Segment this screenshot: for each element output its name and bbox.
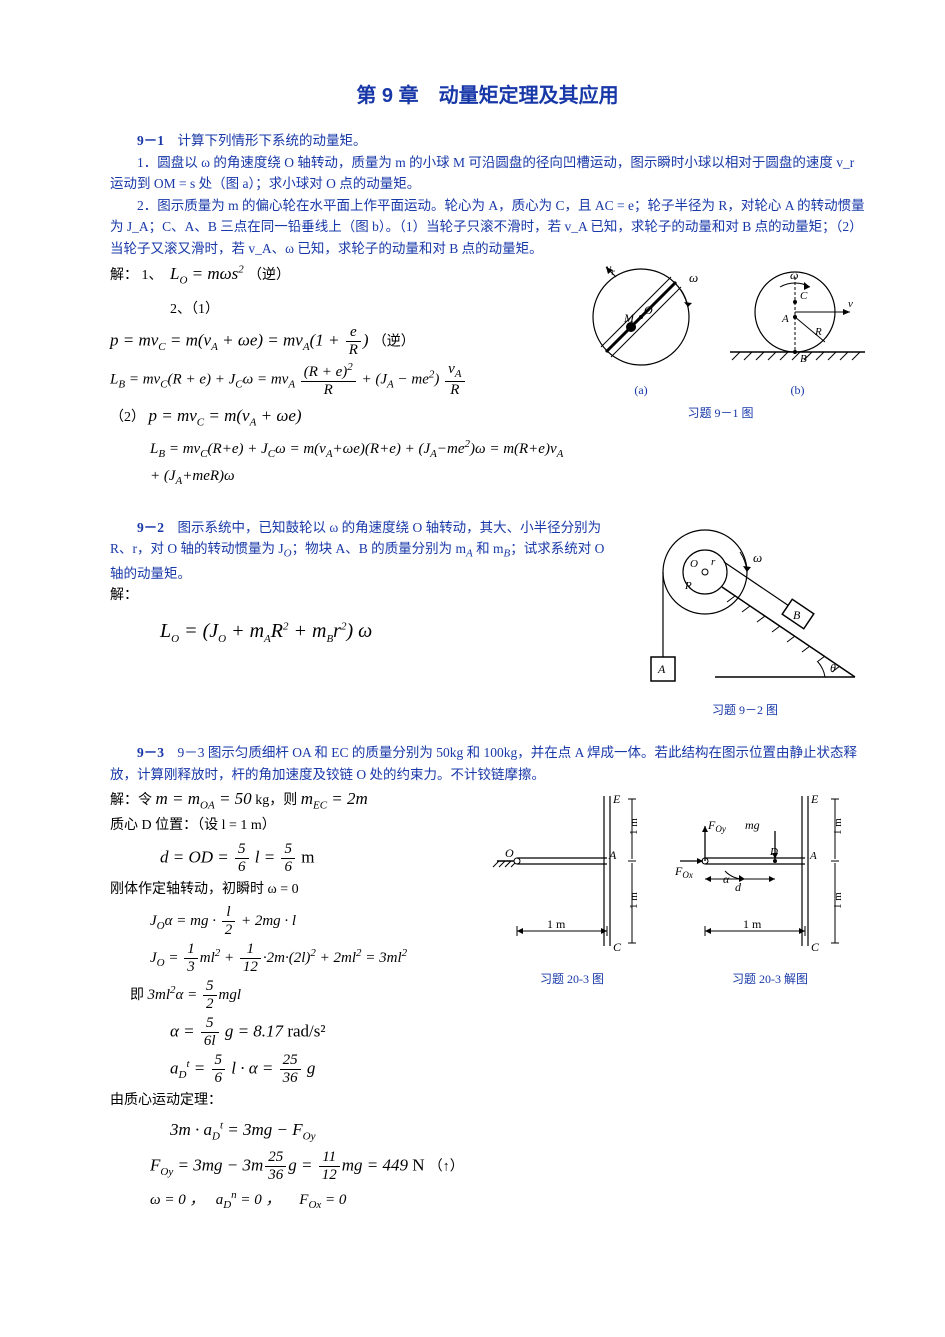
- fig-9-1-a-svg: M O vr ω: [576, 252, 706, 377]
- p9-1-head-rest: 计算下列情形下系统的动量矩。: [178, 133, 367, 148]
- p9-1-eq3: LB = mvC(R + e) + JCω = mvA (R + e)2R + …: [110, 362, 564, 398]
- svg-text:A: A: [781, 313, 789, 325]
- fig-9-3-left-svg: O A E C 1 m: [487, 791, 657, 966]
- p9-2-text-col: 9－2 图示系统中，已知鼓轮以 ω 的角速度绕 O 轴转动，其大、小半径分别为 …: [110, 517, 613, 653]
- svg-text:R: R: [684, 580, 692, 592]
- svg-text:FOx: FOx: [675, 864, 693, 880]
- fig-9-1-b-svg: C A R B ω v: [730, 257, 865, 377]
- p9-2-sol-label: 解：: [110, 585, 613, 607]
- p9-3-eq-j1: JOα = mg · l2 + 2mg · l: [150, 905, 475, 938]
- fig-9-1-b: C A R B ω v (b): [730, 257, 865, 400]
- p9-3-line5: 由质心运动定理：: [110, 1090, 475, 1112]
- fig-b-label: (b): [730, 381, 865, 400]
- p9-3-figs: O A E C 1 m: [487, 791, 865, 989]
- svg-text:r: r: [711, 556, 716, 568]
- p9-1-num: 9－1: [137, 133, 164, 148]
- p9-3-eq-c3: ω = 0 ， aDn = 0 ， FOx = 0: [150, 1187, 475, 1215]
- p9-3-line2: 质心 D 位置：（设 l = 1 m）: [110, 815, 475, 837]
- svg-text:A: A: [809, 850, 817, 862]
- svg-text:O: O: [690, 558, 698, 570]
- svg-text:ω: ω: [790, 268, 798, 282]
- p9-1-eq2: p = mvC = m(vA + ωe) = mvA(1 + eR) （逆）: [110, 325, 564, 358]
- p9-3-caption-l: 习题 20-3 图: [487, 970, 657, 989]
- p9-3-line1: 解：令 m = mOA = 50 kg，则 mEC = 2m: [110, 785, 475, 815]
- p9-3-eq-j2: JO = 13ml2 + 112·2m·(2l)2 + 2ml2 = 3ml2: [150, 942, 475, 975]
- svg-text:1 m: 1 m: [628, 892, 640, 909]
- fig-9-1-a: M O vr ω (a): [576, 252, 706, 400]
- svg-text:M: M: [623, 311, 635, 325]
- svg-text:E: E: [612, 792, 621, 806]
- fig-a-label: (a): [576, 381, 706, 400]
- svg-text:A: A: [608, 848, 617, 862]
- p9-1-figures: M O vr ω (a): [576, 252, 865, 423]
- svg-text:θ: θ: [830, 661, 836, 675]
- svg-text:D: D: [769, 846, 778, 858]
- svg-text:ω: ω: [689, 270, 698, 285]
- fig-9-3-right-svg: FOx FOy E C A D mg: [675, 791, 865, 966]
- p9-3-row: 解：令 m = mOA = 50 kg，则 mEC = 2m 质心 D 位置：（…: [110, 785, 865, 1219]
- svg-text:1 m: 1 m: [832, 818, 844, 835]
- p9-1-line1a: 1、: [142, 268, 163, 283]
- svg-text:C: C: [800, 290, 808, 302]
- svg-text:FOy: FOy: [707, 818, 726, 834]
- sol-label: 解：: [110, 268, 138, 283]
- p9-1-item2: 2．图示质量为 m 的偏心轮在水平面上作平面运动。轮心为 A，质心为 C，且 A…: [110, 195, 865, 260]
- p9-3-line3: 刚体作定轴转动，初瞬时 ω = 0: [110, 879, 475, 901]
- svg-text:A: A: [657, 662, 666, 676]
- chapter-title: 第 9 章 动量矩定理及其应用: [110, 80, 865, 112]
- svg-text:v: v: [848, 298, 853, 310]
- p9-1-item1: 1．圆盘以 ω 的角速度绕 O 轴转动，质量为 m 的小球 M 可沿圆盘的径向凹…: [110, 152, 865, 195]
- p9-3-eq-3ml: 即 3ml2α = 52mgl: [130, 979, 475, 1012]
- p9-3-caption-r: 习题 20-3 解图: [675, 970, 865, 989]
- p9-1-eq5: LB = mvC(R+e) + JCω = m(vA+ωe)(R+e) + (J…: [150, 436, 564, 490]
- p9-3-head: 9－3 9－3 图示匀质细杆 OA 和 EC 的质量分别为 50kg 和 100…: [110, 742, 865, 785]
- p9-3-eq-c1: 3m · aDt = 3mg − FOy: [170, 1116, 475, 1146]
- svg-text:B: B: [800, 353, 807, 365]
- p9-3-eq-c2: FOy = 3mg − 3m2536g = 1112mg = 449 N （↑）: [150, 1150, 475, 1183]
- p9-2-head: 9－2 图示系统中，已知鼓轮以 ω 的角速度绕 O 轴转动，其大、小半径分别为 …: [110, 517, 613, 585]
- p9-2-fig: O R r ω A B θ 习题 9－2: [625, 517, 865, 720]
- fig-9-3-left: O A E C 1 m: [487, 791, 657, 989]
- p9-3-eq-ad: aDt = 56 l · α = 2536 g: [170, 1053, 475, 1086]
- fig-9-2-svg: O R r ω A B θ: [625, 517, 865, 697]
- p9-3-eq-d: d = OD = 56 l = 56 m: [160, 842, 475, 875]
- problem-9-1-heading: 9－1 9－1 计算下列情形下系统的动量矩。计算下列情形下系统的动量矩。 1．圆…: [110, 130, 865, 260]
- p9-1-eq4: （2） p = mvC = m(vA + ωe): [110, 402, 564, 432]
- fig-9-3-right: FOx FOy E C A D mg: [675, 791, 865, 989]
- svg-text:1 m: 1 m: [628, 818, 640, 835]
- svg-text:ω: ω: [753, 550, 762, 565]
- svg-text:d: d: [735, 880, 742, 894]
- p9-2-caption: 习题 9－2 图: [625, 701, 865, 720]
- svg-text:O: O: [644, 303, 653, 317]
- svg-text:C: C: [613, 940, 622, 954]
- svg-text:O: O: [505, 846, 514, 860]
- p9-3-eq-alpha: α = 56l g = 8.17 rad/s²: [170, 1016, 475, 1049]
- svg-text:1 m: 1 m: [547, 917, 566, 931]
- p9-1-sol: 解： 1、 LO = mωs2 （逆）: [110, 260, 564, 290]
- p9-3-head-text: 9－3 图示匀质细杆 OA 和 EC 的质量分别为 50kg 和 100kg，并…: [110, 745, 857, 782]
- p9-1-body-row: 解： 1、 LO = mωs2 （逆） 2、（1） p = mvC = m(vA…: [110, 260, 865, 495]
- svg-text:1 m: 1 m: [743, 917, 762, 931]
- p9-1-solution-col: 解： 1、 LO = mωs2 （逆） 2、（1） p = mvC = m(vA…: [110, 260, 564, 495]
- p9-1-eq1: LO = mωs2 （逆）: [170, 264, 290, 283]
- svg-text:E: E: [810, 792, 819, 806]
- p9-3-sol-col: 解：令 m = mOA = 50 kg，则 mEC = 2m 质心 D 位置：（…: [110, 785, 475, 1219]
- p9-2-row: 9－2 图示系统中，已知鼓轮以 ω 的角速度绕 O 轴转动，其大、小半径分别为 …: [110, 517, 865, 720]
- p9-1-caption: 习题 9－1 图: [576, 404, 865, 423]
- svg-text:1 m: 1 m: [832, 892, 844, 909]
- svg-text:C: C: [811, 940, 820, 954]
- p9-2-head-text: 图示系统中，已知鼓轮以 ω 的角速度绕 O 轴转动，其大、小半径分别为 R、r，…: [110, 520, 604, 582]
- svg-text:B: B: [793, 608, 801, 622]
- svg-text:mg: mg: [745, 818, 760, 832]
- p9-2-eq1: LO = (JO + mAR2 + mBr2) ω: [160, 615, 613, 649]
- p9-1-line2a: 2、（1）: [170, 294, 564, 321]
